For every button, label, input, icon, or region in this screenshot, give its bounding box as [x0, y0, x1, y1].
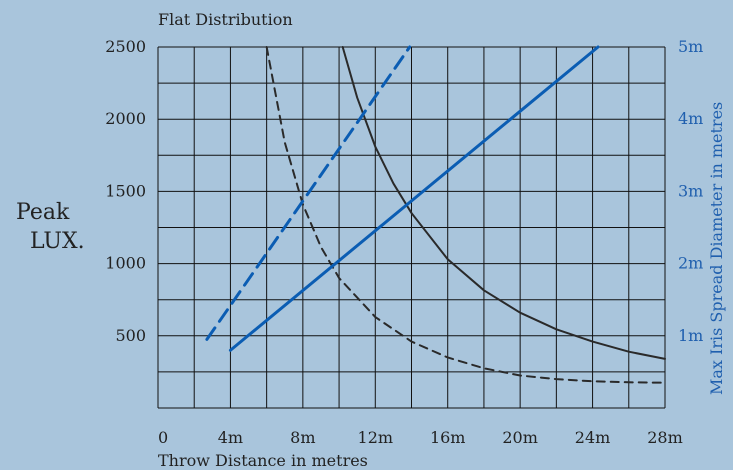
blue-dashed-series-line: [205, 45, 412, 341]
x-tick-label: 8m: [290, 428, 315, 447]
x-tick-label: 4m: [218, 428, 243, 447]
left-y-tick-label: 2500: [105, 37, 146, 56]
left-y-tick-label: 1500: [105, 181, 146, 200]
right-y-tick-label: 4m: [678, 109, 703, 128]
x-tick-label: 16m: [430, 428, 466, 447]
left-axis-title-line-1: Peak: [16, 200, 70, 225]
left-y-tick-label: 500: [115, 326, 146, 345]
x-tick-label: 24m: [575, 428, 611, 447]
right-y-tick-label: 2m: [678, 254, 703, 273]
axis-labels: Flat Distribution Throw Distance in metr…: [16, 10, 726, 470]
black-solid-series-line: [341, 46, 666, 360]
series-layer: [205, 45, 666, 384]
chart-title: Flat Distribution: [158, 10, 293, 29]
blue-solid-series-line: [228, 45, 600, 352]
x-tick-label: 0: [158, 428, 168, 447]
left-y-tick-label: 1000: [105, 254, 146, 273]
right-axis-title: Max Iris Spread Diameter in metres: [707, 102, 726, 395]
grid: [157, 46, 666, 409]
left-axis-title-line-2: LUX.: [30, 229, 85, 254]
black-dashed-series-line: [265, 46, 666, 384]
x-tick-label: 20m: [502, 428, 538, 447]
left-y-tick-label: 2000: [105, 109, 146, 128]
right-y-tick-label: 3m: [678, 181, 703, 200]
right-y-tick-label: 5m: [678, 37, 703, 56]
x-tick-label: 28m: [647, 428, 683, 447]
x-tick-label: 12m: [358, 428, 394, 447]
x-axis-title: Throw Distance in metres: [158, 451, 368, 470]
right-y-tick-label: 1m: [678, 326, 703, 345]
